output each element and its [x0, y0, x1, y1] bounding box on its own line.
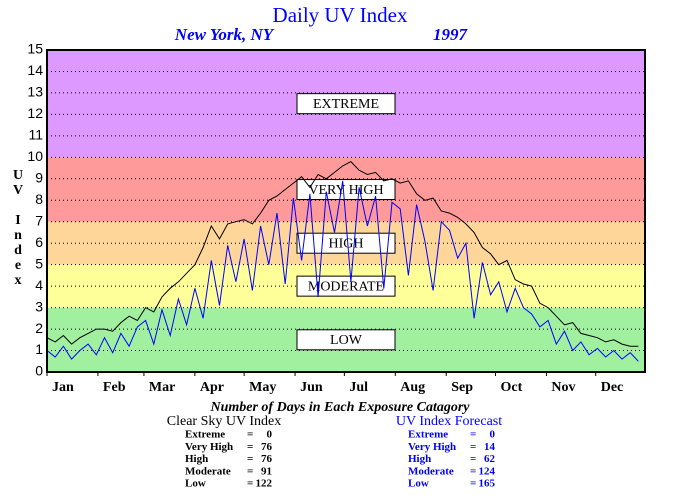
summary-title: Number of Days in Each Exposure Catagory — [209, 400, 470, 415]
y-tick-label: 4 — [35, 277, 43, 293]
plot-area: LOW MODERATE HIGH VERY HIGH EXTREME — [46, 49, 646, 373]
summary-separator: = — [470, 465, 476, 477]
summary-label: Very High — [185, 441, 233, 453]
band-label-box — [296, 179, 396, 201]
x-tick-label: Aug — [400, 380, 425, 395]
y-tick-label: 0 — [35, 363, 43, 379]
y-tick-label: 3 — [35, 298, 43, 314]
band-label: HIGH — [329, 236, 364, 251]
x-tick-label: Jan — [52, 380, 74, 395]
x-tick-label: Oct — [501, 380, 523, 395]
summary-separator: = — [470, 429, 476, 441]
y-tick-label: 9 — [35, 170, 43, 186]
summary-value: 165 — [479, 478, 496, 490]
x-tick-label: Dec — [601, 380, 624, 395]
summary-separator: = — [247, 429, 253, 441]
chart-title: Daily UV Index — [273, 3, 408, 27]
summary-label: Extreme — [185, 429, 225, 441]
band-label: MODERATE — [308, 279, 384, 294]
y-tick-label: 5 — [35, 255, 43, 271]
summary-value: 76 — [261, 441, 273, 453]
band-label: VERY HIGH — [308, 183, 383, 198]
plot-frame — [46, 49, 646, 373]
subtitle-location: New York, NY — [174, 25, 275, 44]
y-tick-label: 14 — [27, 62, 43, 78]
band-label-box — [296, 93, 396, 115]
summary-value: 0 — [490, 429, 496, 441]
x-tick-label: May — [249, 380, 276, 395]
y-tick-label: 10 — [27, 148, 43, 164]
series-line — [46, 160, 639, 347]
band-label-box — [296, 275, 396, 297]
summary-separator: = — [470, 441, 476, 453]
summary-separator: = — [470, 453, 476, 465]
band-label: LOW — [330, 333, 363, 348]
summary-heading: Clear Sky UV Index — [167, 414, 281, 429]
y-tick-label: 13 — [27, 84, 43, 100]
summary-separator: = — [247, 465, 253, 477]
subtitle-year: 1997 — [433, 25, 469, 44]
summary-label: Extreme — [408, 429, 448, 441]
summary-separator: = — [247, 441, 253, 453]
x-tick-label: Sep — [451, 380, 473, 395]
summary-label: Low — [408, 478, 429, 490]
x-tick-label: Nov — [551, 380, 575, 395]
summary-value: 76 — [261, 453, 273, 465]
summary-label: Low — [185, 478, 206, 490]
summary-separator: = — [247, 453, 253, 465]
summary-label: High — [185, 453, 208, 465]
summary-label: Very High — [408, 441, 456, 453]
summary-heading: UV Index Forecast — [396, 414, 502, 429]
x-tick-label: Mar — [149, 380, 175, 395]
band-label-box — [296, 329, 396, 351]
summary-separator: = — [247, 478, 253, 490]
y-tick-label: 12 — [27, 105, 43, 121]
summary-separator: = — [470, 478, 476, 490]
summary-value: 0 — [267, 429, 273, 441]
summary-value: 62 — [484, 453, 496, 465]
summary-value: 124 — [479, 465, 496, 477]
x-tick-label: Jun — [300, 380, 323, 395]
summary-label: Moderate — [185, 465, 231, 477]
y-tick-label: 1 — [35, 341, 43, 357]
summary-value: 14 — [484, 441, 496, 453]
y-tick-label: 8 — [35, 191, 43, 207]
summary-value: 91 — [261, 465, 272, 477]
series-line — [46, 180, 639, 362]
y-axis-label: UV Index — [11, 168, 26, 288]
summary: Number of Days in Each Exposure Catagory… — [167, 400, 502, 490]
summary-label: High — [408, 453, 431, 465]
x-tick-label: Feb — [103, 380, 126, 395]
y-tick-label: 7 — [35, 212, 43, 228]
x-tick-label: Jul — [349, 380, 368, 395]
band-label: EXTREME — [313, 97, 379, 112]
x-tick-label: Apr — [200, 380, 224, 395]
summary-label: Moderate — [408, 465, 454, 477]
y-tick-label: 11 — [28, 127, 43, 143]
summary-value: 122 — [256, 478, 273, 490]
y-tick-label: 6 — [35, 234, 43, 250]
y-tick-label: 15 — [27, 41, 43, 57]
y-tick-label: 2 — [35, 320, 43, 336]
